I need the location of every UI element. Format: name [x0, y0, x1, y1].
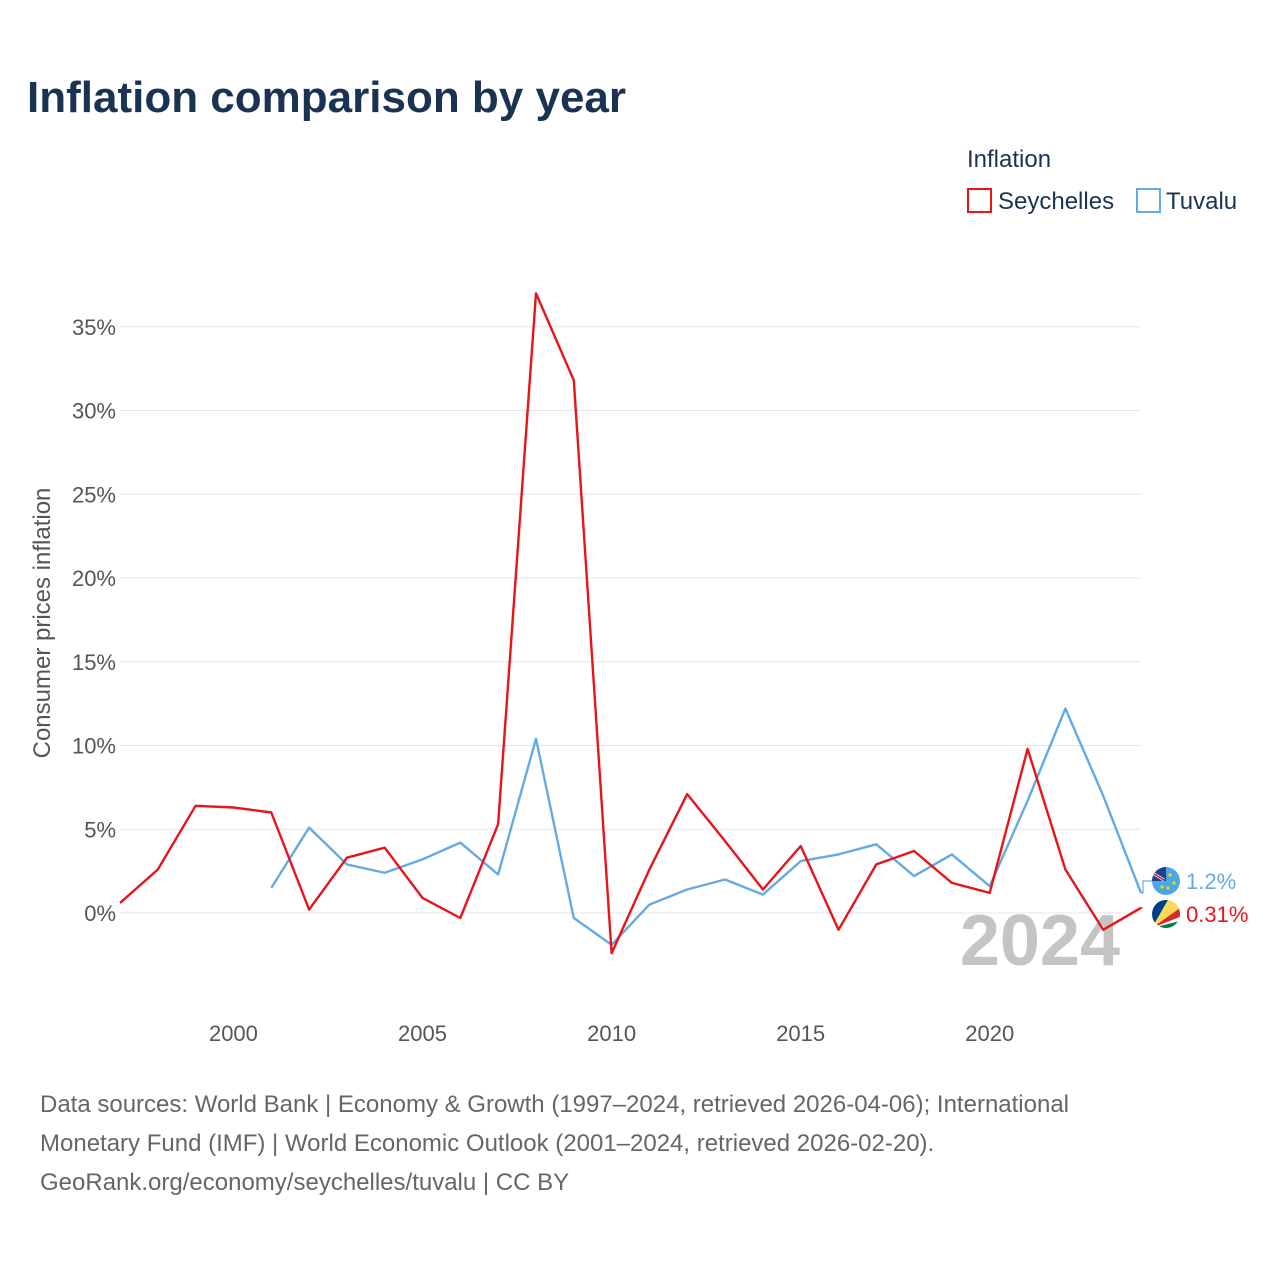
- y-tick-label: 5%: [84, 817, 116, 842]
- end-marker-seychelles: 0.31%: [1141, 890, 1248, 938]
- footer-line-1: Data sources: World Bank | Economy & Gro…: [40, 1091, 1070, 1118]
- legend-label-seychelles: Seychelles: [998, 188, 1114, 215]
- x-axis-ticks: 2000 2005 2010 2015 2020: [209, 1021, 1014, 1046]
- series-end-labels: 0.31% 1.2%: [1141, 867, 1248, 938]
- y-tick-label: 10%: [72, 734, 116, 759]
- x-tick-label: 2010: [587, 1021, 636, 1046]
- y-axis-ticks: 0% 5% 10% 15% 20% 25% 30% 35%: [72, 315, 116, 926]
- end-value-tuvalu: 1.2%: [1186, 869, 1236, 894]
- legend-label-tuvalu: Tuvalu: [1166, 188, 1237, 215]
- data-sources-footer: Data sources: World Bank | Economy & Gro…: [40, 1085, 1240, 1202]
- legend-title: Inflation: [967, 146, 1051, 173]
- y-tick-label: 35%: [72, 315, 116, 340]
- y-tick-label: 25%: [72, 482, 116, 507]
- y-tick-label: 20%: [72, 566, 116, 591]
- x-tick-label: 2020: [965, 1021, 1014, 1046]
- legend-swatch-seychelles: [967, 188, 992, 213]
- series-line-seychelles: [119, 292, 1142, 955]
- tuvalu-flag-icon: [1152, 867, 1180, 895]
- x-tick-label: 2015: [776, 1021, 825, 1046]
- footer-line-2: Monetary Fund (IMF) | World Economic Out…: [40, 1130, 935, 1157]
- legend-item-tuvalu[interactable]: Tuvalu: [1136, 188, 1237, 215]
- y-tick-label: 30%: [72, 399, 116, 424]
- legend-item-seychelles[interactable]: Seychelles: [967, 188, 1114, 215]
- x-tick-label: 2000: [209, 1021, 258, 1046]
- y-tick-label: 0%: [84, 901, 116, 926]
- chart-title: Inflation comparison by year: [27, 73, 626, 122]
- y-axis-label: Consumer prices inflation: [29, 488, 56, 759]
- end-connector: [1141, 880, 1152, 894]
- current-year-label: 2024: [960, 901, 1120, 981]
- footer-line-3: GeoRank.org/economy/seychelles/tuvalu | …: [40, 1169, 570, 1196]
- x-tick-label: 2005: [398, 1021, 447, 1046]
- seychelles-flag-icon: [1142, 890, 1190, 938]
- end-value-seychelles: 0.31%: [1186, 902, 1248, 927]
- end-marker-tuvalu: 1.2%: [1141, 867, 1236, 895]
- legend-swatch-tuvalu: [1136, 188, 1161, 213]
- y-tick-label: 15%: [72, 650, 116, 675]
- gridlines: [120, 326, 1141, 914]
- series-lines: [119, 292, 1143, 955]
- inflation-chart: Inflation comparison by year Inflation S…: [27, 73, 1248, 1046]
